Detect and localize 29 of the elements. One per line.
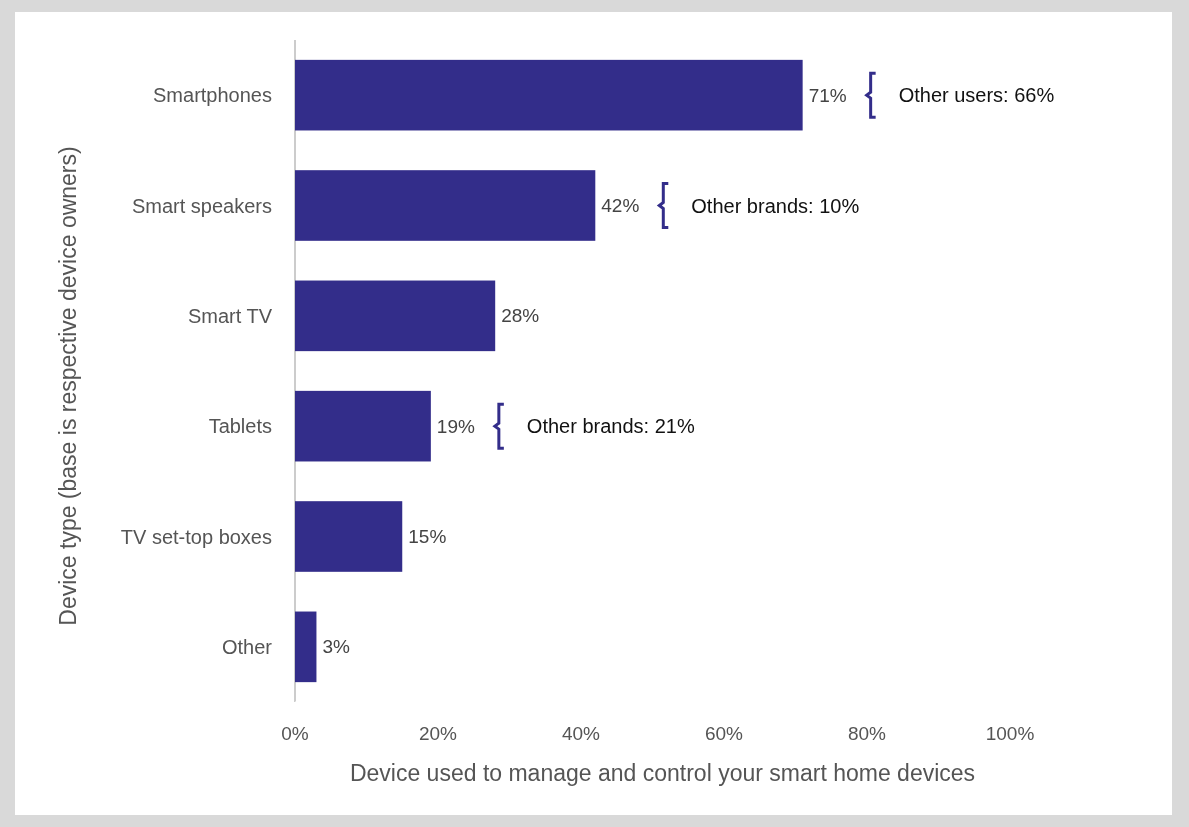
bar <box>295 611 317 683</box>
x-tick-label: 60% <box>704 723 744 744</box>
data-label: 28% <box>501 305 540 327</box>
bar <box>295 390 431 462</box>
x-tick-label: 40% <box>561 723 601 744</box>
annotation: Other brands: 21% <box>526 415 695 438</box>
x-tick-label: 100% <box>985 723 1035 744</box>
y-axis-title: Device type (base is respective device owners) <box>55 146 81 626</box>
data-label: 15% <box>408 526 447 548</box>
y-tick-label: Smartphones <box>153 84 272 107</box>
y-tick-label: Tablets <box>208 415 272 438</box>
bar <box>295 170 596 241</box>
y-tick-label: Smart TV <box>187 304 273 327</box>
y-tick-label: Smart speakers <box>131 194 272 217</box>
data-label: 42% <box>601 195 640 217</box>
y-tick-label: Other <box>221 635 273 658</box>
x-tick-label: 20% <box>418 723 458 744</box>
x-axis-title: Device used to manage and control your smart home devices <box>349 760 976 786</box>
bar <box>295 59 803 131</box>
bar <box>295 280 496 352</box>
x-tick-label: 80% <box>847 723 887 744</box>
data-label: 19% <box>436 415 475 437</box>
y-tick-label: TV set-top boxes <box>120 525 272 548</box>
bar <box>295 501 403 572</box>
x-tick-label: 0% <box>281 723 309 744</box>
annotation: Other brands: 10% <box>691 194 860 217</box>
data-label: 3% <box>322 636 351 658</box>
annotation: Other users: 66% <box>898 84 1055 107</box>
data-label: 71% <box>808 84 847 106</box>
